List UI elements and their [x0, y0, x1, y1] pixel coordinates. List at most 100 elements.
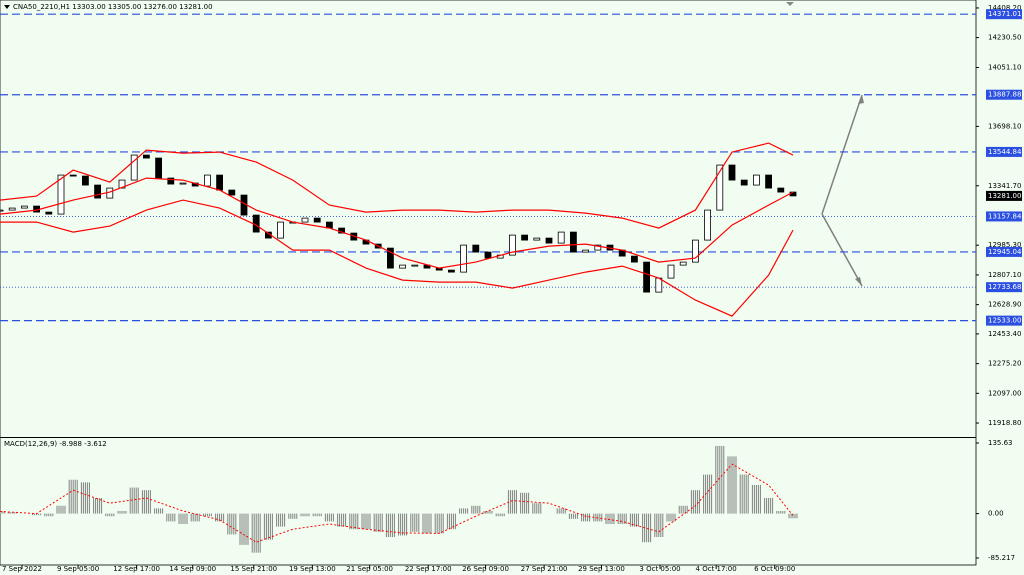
level-label-box — [986, 282, 1022, 293]
candle — [740, 179, 748, 186]
candle — [142, 154, 150, 159]
y-tick-label: 12628.90 — [988, 301, 1021, 309]
level-label: 12533.00 — [988, 317, 1021, 325]
x-tick-label: 15 Sep 21:00 — [230, 565, 277, 573]
x-tick-label: 4 Oct 17:00 — [696, 565, 737, 573]
candle — [57, 174, 65, 215]
x-tick-label: 7 Sep 2022 — [2, 565, 42, 573]
arrow-head — [858, 95, 864, 104]
candle — [631, 255, 638, 263]
level-label: 13887.88 — [988, 91, 1021, 99]
x-tick-label: 14 Sep 09:00 — [169, 565, 216, 573]
candle — [0, 209, 4, 212]
candle — [679, 261, 687, 266]
candle — [313, 217, 321, 223]
y-tick-label: 12453.40 — [988, 330, 1021, 338]
candle — [216, 174, 224, 191]
x-tick-label: 21 Sep 05:00 — [346, 565, 393, 573]
bollinger-upper — [0, 142, 794, 229]
candle — [765, 174, 772, 189]
y-tick-label: 13698.10 — [988, 122, 1021, 130]
x-tick-label: 27 Sep 21:00 — [521, 565, 568, 573]
candle — [753, 174, 760, 186]
bollinger-lower — [0, 199, 794, 317]
projection-arrow — [821, 213, 863, 287]
menu-triangle[interactable] — [4, 5, 10, 9]
candle — [667, 264, 675, 279]
candle — [557, 231, 565, 244]
y-tick-label: 0.00 — [988, 510, 1004, 518]
level-label: 13157.84 — [988, 212, 1022, 220]
shift-marker[interactable] — [786, 2, 794, 6]
x-tick-label: 29 Sep 13:00 — [578, 565, 625, 573]
candle — [399, 264, 407, 269]
candle — [643, 261, 650, 293]
candle — [582, 249, 589, 253]
y-tick-label: 12275.20 — [988, 360, 1021, 368]
y-tick-label: 14051.10 — [988, 64, 1021, 72]
y-tick-label: 11918.80 — [988, 419, 1021, 427]
candle — [45, 211, 53, 215]
bollinger-middle — [0, 177, 794, 269]
level-label: 12945.04 — [988, 248, 1022, 256]
level-label-box — [986, 89, 1022, 100]
level-label-box — [986, 9, 1022, 20]
level-label-box — [986, 211, 1022, 222]
candle — [447, 269, 455, 273]
x-tick-label: 19 Sep 13:00 — [289, 565, 336, 573]
candle — [301, 217, 309, 223]
candle — [484, 251, 492, 259]
level-label-box — [986, 146, 1022, 157]
candle — [179, 182, 187, 185]
candle — [8, 207, 16, 211]
y-tick-label: 12097.00 — [988, 389, 1021, 397]
candle — [94, 184, 101, 199]
x-tick-label: 12 Sep 17:00 — [113, 565, 160, 573]
x-tick-label: 9 Sep 05:00 — [57, 565, 99, 573]
y-tick-label: 12985.30 — [988, 241, 1021, 249]
level-label-box — [986, 315, 1022, 326]
candle — [82, 175, 89, 186]
candle — [716, 164, 724, 211]
candle — [155, 157, 163, 179]
candle — [777, 187, 785, 193]
candle — [460, 244, 468, 273]
candle — [594, 244, 602, 251]
candle — [472, 244, 480, 253]
candle — [203, 174, 211, 187]
x-tick-label: 26 Sep 09:00 — [462, 565, 509, 573]
candle — [69, 174, 77, 177]
y-tick-label: 12807.10 — [988, 271, 1021, 279]
level-label-box — [986, 190, 1022, 201]
candle — [692, 239, 699, 263]
candle — [411, 264, 419, 267]
candle — [521, 234, 528, 241]
candle — [167, 177, 175, 185]
candle — [704, 209, 711, 241]
candle — [533, 237, 541, 241]
candle — [570, 231, 577, 253]
level-label: 13544.84 — [988, 148, 1022, 156]
y-tick-label: 14408.20 — [988, 4, 1021, 12]
candle — [386, 247, 394, 269]
x-tick-label: 3 Oct 05:00 — [639, 565, 680, 573]
y-tick-label: 135.63 — [988, 439, 1013, 447]
macd-signal — [0, 463, 794, 543]
level-label: 13281.00 — [988, 192, 1021, 200]
x-tick-label: 6 Oct 09:00 — [754, 565, 795, 573]
plot-frame — [0, 0, 977, 566]
level-label: 14371.01 — [988, 10, 1021, 18]
y-tick-label: -85.217 — [988, 554, 1015, 562]
macd-header: MACD(12,26,9) -8.988 -3.612 — [4, 440, 107, 448]
y-tick-label: 13341.70 — [988, 182, 1021, 190]
level-label: 12733.68 — [988, 283, 1021, 291]
y-tick-label: 14230.50 — [988, 34, 1021, 42]
arrow-head — [855, 277, 862, 286]
symbol-header: CNA50_2210,H1 13303.00 13305.00 13276.00… — [13, 3, 213, 11]
candle — [20, 205, 28, 209]
x-tick-label: 22 Sep 17:00 — [405, 565, 452, 573]
candle — [130, 154, 138, 181]
candle — [277, 221, 285, 239]
candle — [655, 277, 663, 293]
